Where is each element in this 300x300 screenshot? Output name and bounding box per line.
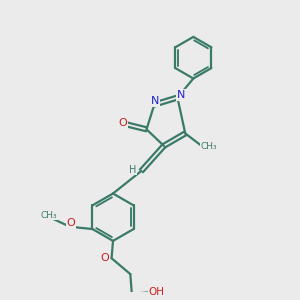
Text: OH: OH	[148, 287, 164, 297]
Text: CH₃: CH₃	[201, 142, 217, 151]
Text: O: O	[118, 118, 127, 128]
Text: O: O	[101, 253, 110, 263]
Text: N: N	[177, 90, 186, 100]
Text: CH₃: CH₃	[41, 211, 58, 220]
Text: H: H	[129, 164, 136, 175]
Text: N: N	[151, 96, 159, 106]
Text: O: O	[67, 218, 76, 228]
